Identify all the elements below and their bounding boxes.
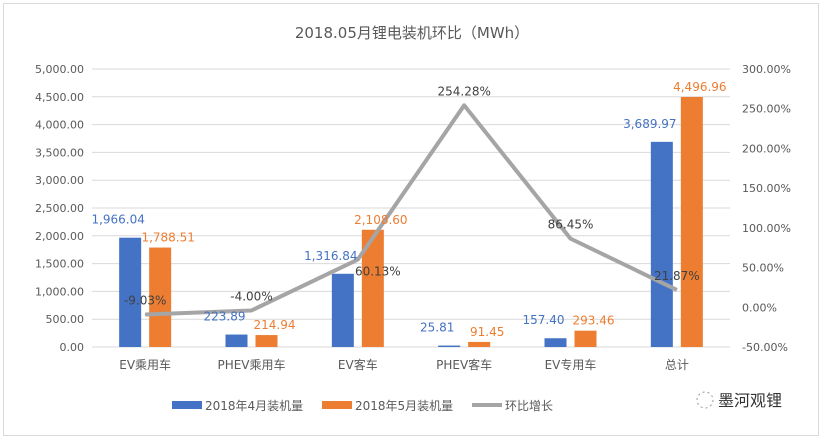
x-tick-label: PHEV客车: [436, 357, 492, 372]
bar-data-label: 157.40: [523, 313, 565, 327]
line-point: [463, 104, 465, 106]
line-point: [570, 238, 571, 240]
y-right-tick-label: -50.00%: [742, 341, 788, 354]
watermark: 墨河观锂: [696, 391, 782, 410]
line-data-label: 60.13%: [355, 265, 401, 279]
x-tick-label: 总计: [665, 358, 689, 372]
x-tick-label: PHEV乘用车: [217, 357, 285, 372]
y-right-tick-label: 150.00%: [742, 182, 791, 195]
y-left-tick-label: 3,000.00: [35, 174, 84, 187]
bar-data-label: 91.45: [470, 325, 504, 339]
legend-label: 环比增长: [505, 399, 553, 413]
bar-data-label: 1,966.04: [91, 213, 144, 227]
bar-april: [119, 237, 142, 347]
bar-may: [468, 341, 491, 347]
y-right-tick-label: 0.00%: [742, 301, 777, 314]
y-left-tick-label: 5,000.00: [35, 63, 84, 76]
line-point: [251, 309, 252, 311]
y-right-tick-label: 100.00%: [742, 222, 791, 235]
x-tick-label: EV专用车: [545, 357, 597, 372]
line-point: [357, 259, 359, 261]
bar-april: [225, 334, 248, 347]
legend: 2018年4月装机量 2018年5月装机量 环比增长: [172, 399, 553, 413]
chart-title: 2018.05月锂电装机环比（MWh）: [295, 24, 529, 42]
bar-may: [574, 330, 597, 347]
line-data-label: -9.03%: [124, 293, 166, 307]
bar-may: [361, 229, 384, 347]
bar-april: [650, 141, 673, 347]
y-right-tick-label: 250.00%: [742, 103, 791, 116]
chart-frame: [3, 3, 819, 436]
legend-swatch: [172, 401, 202, 409]
bar-data-label: 1,316.84: [304, 249, 357, 263]
y-left-tick-label: 500.00: [46, 313, 85, 326]
line-point: [144, 313, 146, 315]
y-right-tick-label: 300.00%: [742, 63, 791, 76]
bar-may: [149, 247, 172, 347]
x-tick-label: EV乘用车: [119, 357, 171, 372]
bar-april: [331, 273, 354, 347]
bar-may: [680, 96, 703, 347]
watermark-logo-icon: [696, 391, 714, 409]
bar-data-label: 1,788.51: [141, 231, 194, 245]
y-right-tick-label: 200.00%: [742, 142, 791, 155]
y-left-tick-label: 1,500.00: [35, 258, 84, 271]
y-left-tick-label: 4,000.00: [35, 119, 84, 132]
bar-data-label: 214.94: [254, 318, 296, 332]
y-left-tick-label: 2,500.00: [35, 202, 84, 215]
bar-data-label: 4,496.96: [673, 80, 726, 94]
bar-data-label: 223.89: [204, 310, 246, 324]
y-left-tick-label: 2,000.00: [35, 230, 84, 243]
y-left-tick-label: 1,000.00: [35, 285, 84, 298]
bar-may: [255, 335, 278, 347]
legend-label: 2018年4月装机量: [205, 399, 303, 413]
line-data-label: 86.45%: [548, 218, 594, 232]
y-left-tick-label: 4,500.00: [35, 91, 84, 104]
line-data-label: 21.87%: [654, 269, 700, 283]
watermark-text: 墨河观锂: [718, 391, 782, 410]
line-growth: [145, 103, 678, 317]
line-data-label: 254.28%: [437, 84, 490, 98]
bar-data-label: 293.46: [573, 314, 615, 328]
bar-data-label: 25.81: [420, 321, 454, 335]
y-left-tick-label: 3,500.00: [35, 146, 84, 159]
bar-april: [544, 338, 567, 347]
x-tick-label: EV客车: [338, 357, 378, 372]
line-data-label: -4.00%: [230, 289, 272, 303]
y-right-tick-label: 50.00%: [742, 262, 784, 275]
bar-data-label: 3,689.97: [623, 117, 676, 131]
legend-swatch: [322, 401, 352, 409]
y-left-tick-label: 0.00: [60, 341, 85, 354]
bar-data-label: 2,108.60: [354, 213, 407, 227]
line-point: [676, 289, 678, 291]
legend-label: 2018年5月装机量: [355, 399, 453, 413]
bar-april: [438, 345, 461, 347]
